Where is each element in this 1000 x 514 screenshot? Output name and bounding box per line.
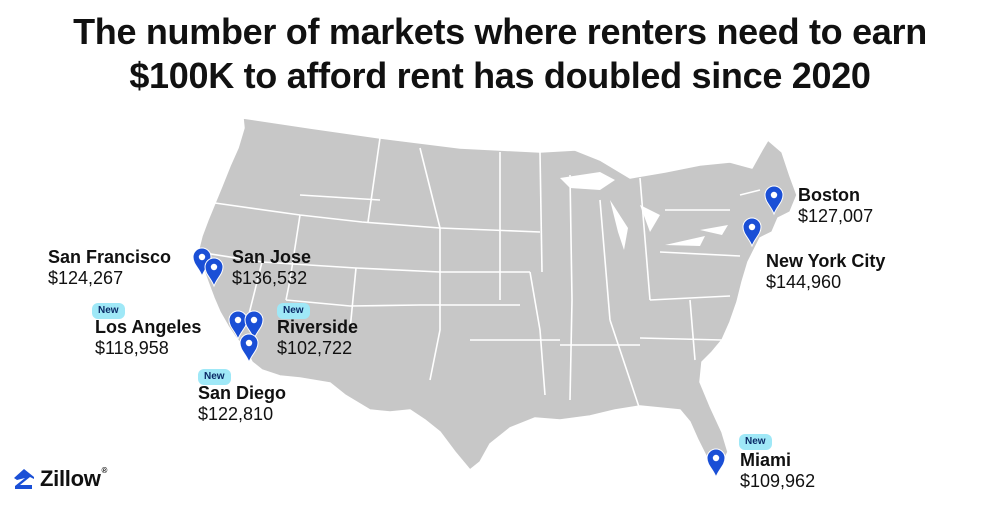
city-value-miami: $109,962	[740, 471, 816, 491]
city-value-boston: $127,007	[798, 206, 874, 226]
pin-los-angeles-dot	[234, 316, 242, 324]
pin-san-diego	[239, 333, 259, 364]
label-new-york-city: New York City $144,960	[766, 252, 885, 291]
label-san-francisco: San Francisco $124,267	[48, 248, 171, 287]
city-value-san-francisco: $124,267	[48, 268, 124, 288]
new-badge-miami: New	[739, 434, 772, 450]
city-name-san-jose: San Jose	[232, 247, 312, 267]
label-los-angeles: Los Angeles $118,958	[95, 318, 201, 357]
city-value-los-angeles: $118,958	[95, 338, 169, 358]
state-borders	[197, 137, 761, 411]
label-boston: Boston $127,007	[798, 186, 873, 225]
pin-san-jose-dot	[210, 263, 218, 271]
label-miami: Miami $109,962	[740, 451, 815, 490]
pin-miami-dot	[712, 454, 720, 462]
label-san-diego: San Diego $122,810	[198, 384, 286, 423]
city-name-miami: Miami	[740, 450, 792, 470]
pin-boston	[764, 185, 784, 216]
pin-riverside	[244, 310, 264, 341]
headline-line-1: The number of markets where renters need…	[73, 11, 927, 52]
trademark-symbol: ®	[101, 466, 108, 475]
pin-san-francisco-dot	[198, 253, 206, 261]
pin-miami	[706, 448, 726, 479]
city-value-riverside: $102,722	[277, 338, 353, 358]
continental-us-shape	[197, 117, 798, 471]
zillow-logo: Zillow®	[12, 466, 107, 492]
pin-new-york-city-dot	[748, 223, 756, 231]
map-land	[197, 117, 798, 471]
city-pins	[192, 185, 784, 479]
zillow-wordmark: Zillow®	[40, 466, 107, 492]
pin-boston-dot	[770, 191, 778, 199]
zillow-wordmark-text: Zillow	[40, 466, 101, 491]
pin-los-angeles	[228, 310, 248, 341]
zillow-house-icon	[14, 469, 34, 489]
city-name-san-francisco: San Francisco	[48, 247, 172, 267]
headline: The number of markets where renters need…	[0, 10, 1000, 98]
city-value-new-york-city: $144,960	[766, 272, 842, 292]
label-riverside: Riverside $102,722	[277, 318, 358, 357]
new-badge-riverside: New	[277, 303, 310, 319]
great-lakes	[560, 172, 728, 250]
label-san-jose: San Jose $136,532	[232, 248, 311, 287]
city-name-riverside: Riverside	[277, 317, 359, 337]
pin-san-diego-dot	[245, 339, 253, 347]
city-name-new-york-city: New York City	[766, 251, 886, 271]
headline-line-2: $100K to afford rent has doubled since 2…	[129, 55, 871, 96]
city-name-boston: Boston	[798, 185, 860, 205]
pin-new-york-city	[742, 217, 762, 248]
city-name-san-diego: San Diego	[198, 383, 287, 403]
city-name-los-angeles: Los Angeles	[95, 317, 202, 337]
new-badge-san-diego: New	[198, 369, 231, 385]
pin-riverside-dot	[250, 316, 258, 324]
city-value-san-jose: $136,532	[232, 268, 308, 288]
new-badge-los-angeles: New	[92, 303, 125, 319]
pin-san-jose	[204, 257, 224, 288]
city-value-san-diego: $122,810	[198, 404, 274, 424]
